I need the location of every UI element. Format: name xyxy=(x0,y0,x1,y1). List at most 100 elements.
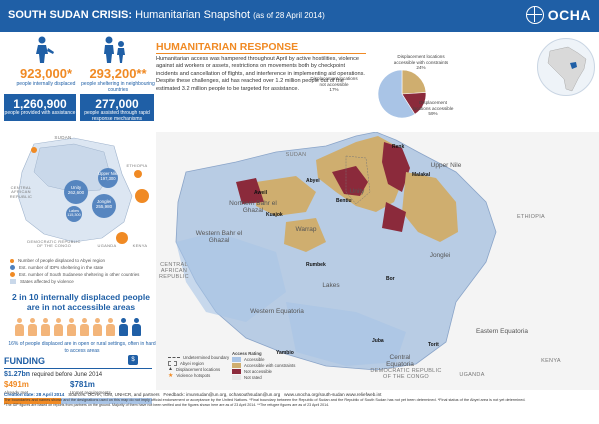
footer: Creation date: 28 April 2014 Sources: OC… xyxy=(4,392,596,408)
bubble-lakes: Lakes 115,300 xyxy=(64,209,84,217)
funding-required-label: required before June 2014 xyxy=(31,372,103,378)
person-icon xyxy=(79,318,90,336)
africa-inset-svg xyxy=(547,46,587,92)
legend-not-accessible: Not accessible xyxy=(244,368,272,374)
refugee-number: 293,200** xyxy=(89,66,147,81)
bubble-lakes-value: 115,300 xyxy=(67,213,81,218)
region-upper-nile: Upper Nile xyxy=(430,162,462,169)
pie-constraints-text: Displacement locations accessible with c… xyxy=(393,54,449,65)
funding-divider xyxy=(4,368,152,369)
bubble-jonglei-name: Jonglei xyxy=(96,199,112,204)
sm-car-label: CENTRAL AFRICAN REPUBLIC xyxy=(9,185,33,199)
pie-not-accessible-text: Displacement locations not accessible xyxy=(310,76,358,87)
town-bentiu: Bentiu xyxy=(336,198,352,204)
funding-required: $1.27bn required before June 2014 xyxy=(4,371,102,378)
person-icon xyxy=(14,318,25,336)
pie-accessible-pct: 59% xyxy=(428,111,438,116)
map-legend: Undetermined boundary Abyei region ▲ Disp… xyxy=(168,354,230,379)
bubble-lakes-name: Lakes xyxy=(68,209,80,213)
bubble-jonglei: Jonglei 255,980 xyxy=(92,199,116,210)
footer-note: *The IDP figures are based on reports fr… xyxy=(4,403,330,408)
ocha-logo: OCHA xyxy=(525,6,591,24)
country-drc: DEMOCRATIC REPUBLIC OF THE CONGO xyxy=(370,368,442,381)
region-jonglei: Jonglei xyxy=(429,252,451,259)
region-western-equatoria: Western Equatoria xyxy=(250,308,304,315)
country-sudan: SUDAN xyxy=(285,152,307,158)
person-icon xyxy=(40,318,51,336)
rapid-number: 277,000 xyxy=(95,97,139,111)
person-icon xyxy=(131,318,142,336)
assisted-box: 1,260,900 people provided with assistanc… xyxy=(4,94,76,121)
person-icon xyxy=(53,318,64,336)
town-aweil: Aweil xyxy=(254,190,267,196)
funding-unmet-label: Unmet requirements xyxy=(70,390,111,395)
title-bold: SOUTH SUDAN CRISIS: xyxy=(8,9,133,21)
footer-disclaimer: The boundaries and names shown and the d… xyxy=(4,398,526,403)
legend-refugee-dot-icon xyxy=(10,272,15,277)
legend-states-swatch xyxy=(10,279,16,284)
not-accessible-swatch xyxy=(232,368,241,374)
pie-label-not-accessible: Displacement locations not accessible 17% xyxy=(308,76,360,93)
footer-web: www.unocha.org/south-sudan www.reliefweb… xyxy=(284,392,382,397)
legend-undetermined: Undetermined boundary xyxy=(183,354,230,360)
footer-meta: Creation date: 28 April 2014 Sources: OC… xyxy=(4,392,596,398)
country-kenya: KENYA xyxy=(541,358,561,364)
bubble-unity-name: Unity xyxy=(70,185,82,190)
access-rating-heading: Access Rating xyxy=(232,350,262,356)
funding-bar xyxy=(4,398,152,404)
region-unity: Unity xyxy=(349,188,365,195)
region-nbeg: Northern Bahr el Ghazal xyxy=(229,200,277,215)
access-pie-chart: Displacement locations accessible with c… xyxy=(310,54,453,128)
bubble-upper-nile: Upper Nile 197,300 xyxy=(96,171,120,181)
idp-label: people internally displaced xyxy=(16,81,76,87)
people-pictogram xyxy=(14,318,144,336)
legend-hotspots: Violence hotspots xyxy=(176,372,211,378)
hotspot-star-icon: ★ xyxy=(168,372,174,379)
bubble-upper-nile-value: 197,300 xyxy=(100,175,116,181)
funding-title: FUNDING xyxy=(4,356,45,366)
bubble-unity-value: 262,600 xyxy=(67,189,85,195)
pie-constraints-pct: 24% xyxy=(416,65,426,70)
town-kuajok: Kuajok xyxy=(266,212,283,218)
pie-label-accessible: Displacement locations accessible 59% xyxy=(410,100,456,117)
pie-slice-0 xyxy=(401,69,427,95)
abyei-swatch xyxy=(168,360,177,366)
town-bor: Bor xyxy=(386,276,395,282)
legend-idp-text: Est. number of IDPs sheltering in the st… xyxy=(19,265,104,270)
region-warrap: Warrap xyxy=(295,226,317,233)
access-rating-legend: Access Rating Accessible Accessible with… xyxy=(232,350,295,380)
region-wbeg: Western Bahr el Ghazal xyxy=(195,230,243,245)
pie-svg xyxy=(377,69,427,119)
person-icon xyxy=(105,318,116,336)
main-map-svg xyxy=(156,131,599,390)
country-ethiopia: ETHIOPIA xyxy=(516,214,546,220)
rapid-label: people assisted through rapid response m… xyxy=(84,110,150,122)
country-car: CENTRAL AFRICAN REPUBLIC xyxy=(159,262,189,281)
idp-number: 923,000* xyxy=(19,66,73,81)
legend-not-rated: Not rated xyxy=(244,374,262,380)
idp-triangle-icon: ▲ xyxy=(168,366,173,372)
money-icon: $ xyxy=(128,355,138,365)
town-yambio: Yambio xyxy=(276,350,294,356)
small-map-svg xyxy=(17,137,149,244)
page-title: SOUTH SUDAN CRISIS: Humanitarian Snapsho… xyxy=(8,9,325,21)
region-eastern-equatoria: Eastern Equatoria xyxy=(475,328,529,335)
funding-met-value: $491m xyxy=(4,380,29,389)
person-icon xyxy=(66,318,77,336)
funding-required-value: $1.27bn xyxy=(4,371,31,378)
legend-constraints: Accessible with constraints xyxy=(244,362,296,368)
pie-slice-2 xyxy=(377,69,416,119)
sm-drc-label: DEMOCRATIC REPUBLIC OF THE CONGO xyxy=(27,239,81,249)
main-access-map: Upper Nile Northern Bahr el Ghazal Weste… xyxy=(156,131,599,390)
response-text: Humanitarian access was hampered through… xyxy=(156,56,365,92)
refugee-label: people sheltering in neighbouring countr… xyxy=(81,81,155,93)
sm-uganda-label: UGANDA xyxy=(97,243,117,248)
response-divider xyxy=(156,53,366,54)
logo-text: OCHA xyxy=(547,7,591,23)
rapid-response-box: 277,000 people assisted through rapid re… xyxy=(80,94,154,121)
un-globe-icon xyxy=(525,6,544,24)
bubble-jonglei-value: 255,980 xyxy=(95,203,113,209)
footer-feedback: Feedback: imunsudan@un.org, ochasouthsud… xyxy=(163,392,281,397)
refugee-family-icon xyxy=(104,36,125,63)
legend-idp-dot-icon xyxy=(10,265,15,270)
